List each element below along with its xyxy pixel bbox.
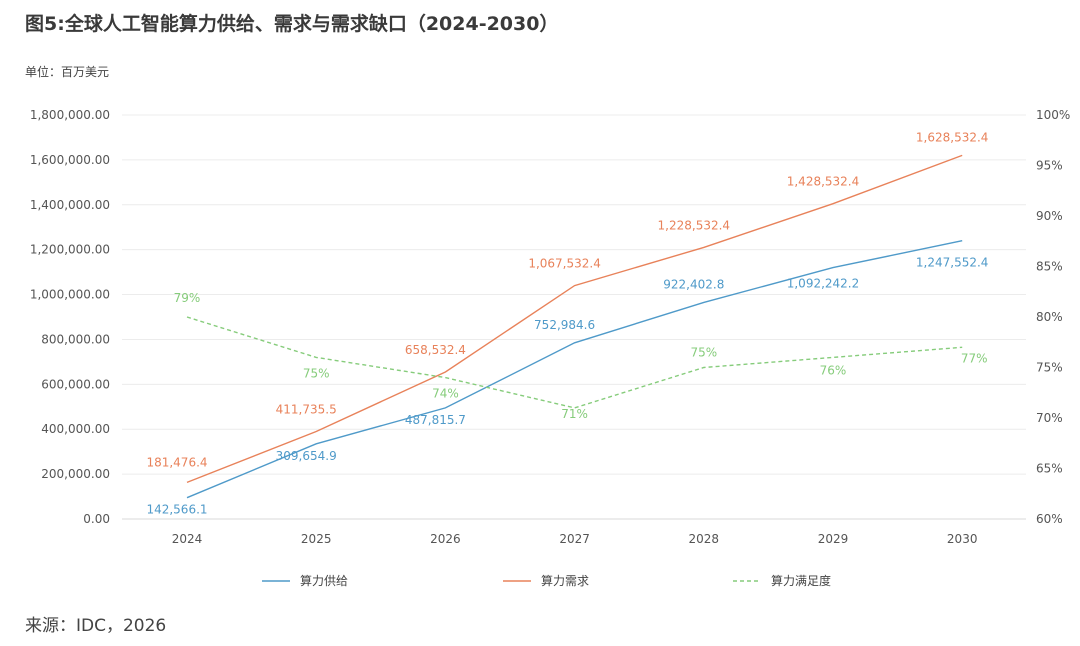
series-lines	[186, 154, 963, 499]
y-right-tick-label: 65%	[1036, 462, 1063, 476]
y-right-tick-label: 85%	[1036, 260, 1063, 274]
data-label: 77%	[961, 351, 988, 365]
data-label: 752,984.6	[534, 318, 595, 332]
x-tick-label: 2029	[818, 532, 849, 546]
y-left-tick-label: 1,800,000.00	[30, 108, 110, 122]
y-right-tick-label: 75%	[1036, 361, 1063, 375]
legend-label: 算力供给	[300, 573, 348, 588]
series-line-2	[186, 154, 963, 484]
data-label: 658,532.4	[405, 343, 466, 357]
x-tick-label: 2027	[559, 532, 590, 546]
data-label: 75%	[690, 346, 717, 360]
data-label: 309,654.9	[276, 449, 337, 463]
series-line-1	[186, 240, 963, 499]
data-label: 1,428,532.4	[787, 175, 860, 189]
source-note: 来源：IDC，2026	[25, 616, 167, 636]
y-axis-right: 60% 65% 70% 75% 80% 85% 90% 95% 100%	[1036, 108, 1070, 526]
y-right-tick-label: 100%	[1036, 108, 1070, 122]
data-label: 74%	[432, 387, 459, 401]
y-left-tick-label: 1,200,000.00	[30, 243, 110, 257]
legend-label: 算力满足度	[771, 573, 831, 588]
x-tick-label: 2026	[430, 532, 461, 546]
data-labels: 142,566.1 309,654.9 487,815.7 752,984.6 922,…	[146, 130, 988, 516]
data-label: 1,247,552.4	[916, 256, 989, 270]
x-tick-label: 2024	[172, 532, 203, 546]
y-left-tick-label: 800,000.00	[41, 332, 110, 346]
y-right-tick-label: 95%	[1036, 159, 1063, 173]
y-left-tick-label: 1,000,000.00	[30, 288, 110, 302]
data-label: 75%	[303, 366, 330, 380]
data-label: 142,566.1	[146, 503, 207, 517]
y-left-tick-label: 400,000.00	[41, 422, 110, 436]
data-label: 922,402.8	[663, 277, 724, 291]
y-right-tick-label: 60%	[1036, 512, 1063, 526]
y-right-tick-label: 80%	[1036, 310, 1063, 324]
series-line-3	[186, 316, 963, 409]
legend-label: 算力需求	[541, 573, 589, 588]
y-right-tick-label: 70%	[1036, 411, 1063, 425]
data-label: 1,628,532.4	[916, 130, 989, 144]
y-left-tick-label: 200,000.00	[41, 467, 110, 481]
y-left-tick-label: 600,000.00	[41, 377, 110, 391]
data-label: 487,815.7	[405, 413, 466, 427]
grid-lines	[122, 114, 1026, 520]
data-label: 1,228,532.4	[658, 218, 731, 232]
y-axis-left: 0.00 200,000.00 400,000.00 600,000.00 800,00…	[30, 108, 110, 526]
data-label: 411,735.5	[276, 402, 337, 416]
data-label: 1,092,242.2	[787, 277, 860, 291]
y-right-tick-label: 90%	[1036, 209, 1063, 223]
x-tick-label: 2028	[689, 532, 720, 546]
x-tick-label: 2030	[947, 532, 978, 546]
legend: 算力供给 算力需求 算力满足度	[262, 573, 831, 588]
x-tick-label: 2025	[301, 532, 332, 546]
data-label: 71%	[561, 407, 588, 421]
data-label: 181,476.4	[146, 455, 207, 469]
y-left-tick-label: 1,600,000.00	[30, 153, 110, 167]
unit-label: 单位：百万美元	[25, 65, 110, 79]
data-label: 1,067,532.4	[528, 257, 601, 271]
x-axis: 2024 2025 2026 2027 2028 2029 2030	[172, 532, 978, 546]
data-label: 79%	[174, 291, 201, 305]
data-label: 76%	[820, 363, 847, 377]
y-left-tick-label: 0.00	[83, 512, 110, 526]
y-left-tick-label: 1,400,000.00	[30, 198, 110, 212]
chart-title: 图5:全球人工智能算力供给、需求与需求缺口（2024-2030）	[25, 13, 559, 35]
